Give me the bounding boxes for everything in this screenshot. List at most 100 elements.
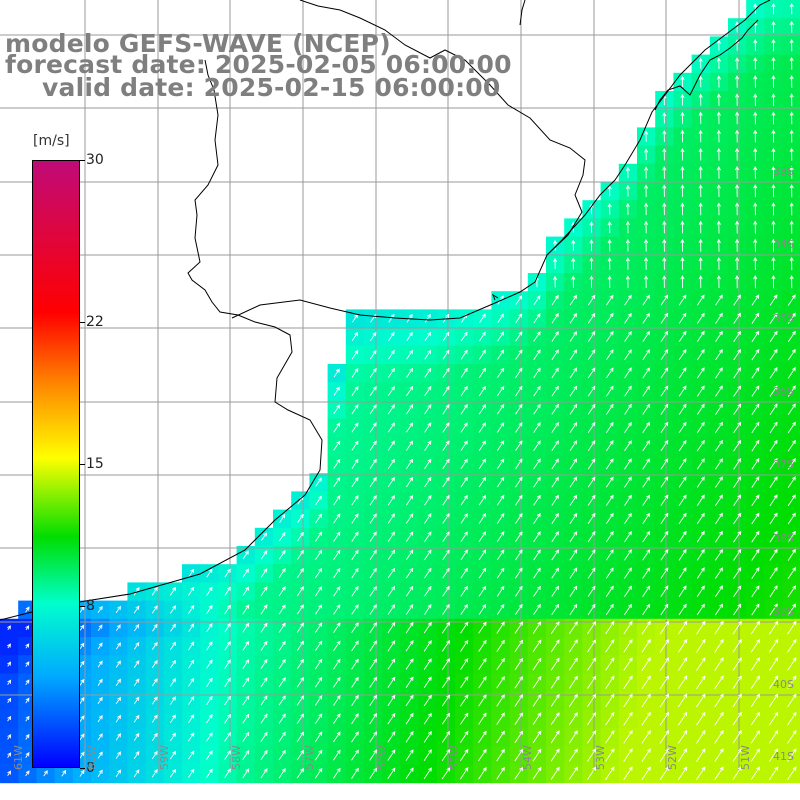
wind-arrow bbox=[351, 640, 359, 652]
wind-arrow bbox=[478, 531, 487, 543]
wind-arrow bbox=[496, 531, 505, 543]
wind-arrow bbox=[442, 494, 450, 506]
wind-arrow bbox=[787, 457, 796, 470]
wind-arrow bbox=[387, 749, 396, 761]
longitude-label: 59W bbox=[158, 745, 171, 770]
wind-arrow bbox=[789, 256, 794, 271]
wind-arrow bbox=[623, 711, 633, 726]
wind-arrow bbox=[406, 458, 414, 470]
wind-arrow bbox=[569, 512, 578, 524]
wind-arrow bbox=[641, 766, 651, 781]
wind-arrow bbox=[716, 256, 721, 270]
wind-arrow bbox=[624, 603, 632, 616]
wind-arrow bbox=[751, 421, 760, 434]
wind-arrow bbox=[768, 730, 779, 744]
wind-arrow bbox=[188, 714, 195, 724]
wind-arrow bbox=[188, 641, 195, 651]
wind-arrow bbox=[533, 349, 541, 360]
wind-arrow bbox=[714, 620, 724, 635]
wind-arrow bbox=[278, 713, 286, 724]
wind-arrow bbox=[753, 256, 758, 271]
wind-arrow bbox=[715, 349, 723, 361]
wind-arrow bbox=[424, 549, 432, 561]
wind-arrow bbox=[771, 238, 776, 252]
wind-arrow bbox=[423, 658, 432, 670]
wind-arrow bbox=[587, 294, 596, 306]
wind-arrow bbox=[314, 676, 323, 688]
wind-arrow bbox=[751, 603, 760, 616]
wind-arrow bbox=[260, 604, 268, 615]
wind-arrow bbox=[733, 494, 742, 507]
wind-arrow bbox=[423, 676, 432, 689]
wind-arrow bbox=[515, 422, 523, 433]
wind-arrow bbox=[478, 712, 487, 725]
wind-arrow bbox=[369, 367, 377, 378]
wind-arrow bbox=[296, 749, 305, 761]
wind-arrow bbox=[442, 585, 450, 597]
wind-arrow bbox=[333, 622, 341, 633]
wind-arrow bbox=[571, 239, 576, 251]
wind-arrow bbox=[405, 621, 414, 634]
wind-arrow bbox=[406, 385, 414, 397]
longitude-label: 54W bbox=[521, 745, 534, 770]
wind-arrow bbox=[423, 749, 432, 761]
wind-arrow bbox=[278, 622, 286, 633]
wind-arrow bbox=[278, 749, 286, 761]
wind-arrow bbox=[405, 531, 414, 542]
wind-arrow bbox=[787, 603, 796, 616]
wind-arrow bbox=[677, 639, 688, 653]
wind-arrow bbox=[423, 767, 432, 780]
wind-arrow bbox=[533, 385, 541, 397]
wind-arrow bbox=[751, 494, 760, 507]
wind-arrow bbox=[660, 603, 669, 616]
wind-arrow bbox=[260, 713, 268, 724]
wind-arrow bbox=[625, 166, 630, 179]
wind-arrow bbox=[623, 620, 633, 635]
wind-arrow bbox=[296, 586, 304, 597]
wind-arrow bbox=[460, 404, 468, 415]
wind-arrow bbox=[7, 661, 12, 667]
wind-arrow bbox=[424, 385, 432, 397]
wind-arrow bbox=[369, 640, 377, 652]
wind-arrow bbox=[478, 730, 487, 743]
wind-arrow bbox=[278, 586, 286, 597]
wind-arrow bbox=[735, 166, 740, 179]
wind-arrow bbox=[533, 331, 541, 342]
wind-arrow bbox=[642, 494, 651, 506]
wind-arrow bbox=[496, 712, 505, 725]
wind-arrow bbox=[333, 731, 341, 743]
wind-arrow bbox=[660, 476, 669, 488]
wind-arrow bbox=[351, 367, 359, 378]
wind-arrow bbox=[387, 767, 396, 779]
wind-arrow bbox=[569, 331, 578, 342]
wind-arrow bbox=[587, 403, 596, 415]
wind-arrow bbox=[715, 476, 723, 488]
wind-arrow bbox=[478, 567, 487, 579]
wind-arrow bbox=[696, 730, 706, 744]
wind-arrow bbox=[787, 711, 797, 726]
wind-arrow bbox=[605, 531, 614, 543]
wind-arrow bbox=[478, 513, 487, 524]
wind-arrow bbox=[515, 476, 523, 488]
wind-arrow bbox=[569, 385, 578, 397]
wind-arrow bbox=[260, 568, 268, 578]
wind-arrow bbox=[753, 202, 758, 216]
wind-arrow bbox=[714, 657, 724, 671]
wind-arrow bbox=[188, 568, 195, 578]
wind-arrow bbox=[260, 640, 268, 651]
wind-arrow bbox=[789, 2, 794, 15]
wind-arrow bbox=[716, 93, 721, 106]
wind-arrow bbox=[369, 676, 378, 688]
wind-arrow bbox=[551, 549, 560, 561]
wind-arrow bbox=[568, 766, 578, 780]
wind-arrow bbox=[333, 567, 341, 579]
colorbar-tick-label: 8 bbox=[86, 597, 95, 614]
wind-arrow bbox=[515, 440, 523, 451]
wind-arrow bbox=[515, 385, 523, 397]
wind-arrow bbox=[751, 348, 760, 361]
wind-arrow bbox=[732, 711, 742, 726]
wind-arrow bbox=[660, 494, 669, 506]
wind-arrow bbox=[732, 657, 742, 671]
wind-arrow bbox=[387, 513, 395, 524]
wind-arrow bbox=[550, 694, 560, 707]
